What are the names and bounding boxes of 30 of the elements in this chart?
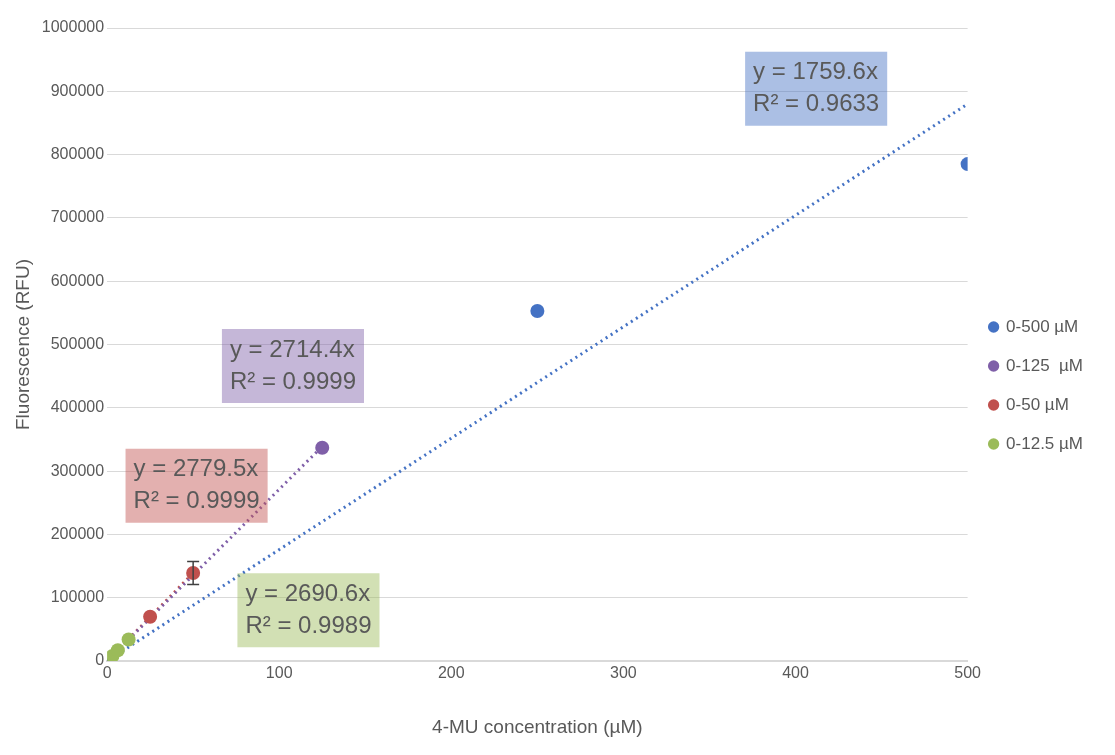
annotation: y = 1759.6x R² = 0.9633 xyxy=(753,57,880,117)
x-tick-label: 100 xyxy=(265,664,293,682)
y-axis-title: Fluorescence (RFU) xyxy=(11,258,33,431)
y-tick-label: 900000 xyxy=(50,81,105,99)
y-tick-label: 500000 xyxy=(50,334,105,352)
y-tick-label: 100000 xyxy=(50,588,105,606)
y-tick-label: 0 xyxy=(95,651,105,669)
legend-label: 0-500 µM xyxy=(1006,316,1079,336)
x-tick-label: 500 xyxy=(954,664,982,682)
point xyxy=(121,632,136,647)
y-tick-label: 300000 xyxy=(50,461,105,479)
y-tick-label: 400000 xyxy=(50,398,105,416)
x-tick-label: 400 xyxy=(782,664,809,682)
legend-label: 0-50 µM xyxy=(1006,394,1069,414)
y-tick-label: 200000 xyxy=(50,524,105,542)
annotation: y = 2779.5x R² = 0.9999 xyxy=(133,454,260,514)
annotation: y = 2690.6x R² = 0.9989 xyxy=(245,578,372,638)
annotation: y = 2714.4x R² = 0.9999 xyxy=(229,334,357,394)
y-tick-label: 600000 xyxy=(50,271,105,289)
x-tick-label: 200 xyxy=(437,664,465,682)
legend-label: 0-12.5 µM xyxy=(1006,433,1084,453)
y-tick-label: 800000 xyxy=(50,145,105,163)
point xyxy=(143,609,158,624)
legend-label: 0-125 µM xyxy=(1006,355,1084,375)
x-axis-title: 4-MU concentration (µM) xyxy=(432,715,643,737)
x-tick-label: 300 xyxy=(610,664,637,682)
point xyxy=(110,643,125,658)
point xyxy=(315,440,330,455)
y-tick-label: 700000 xyxy=(50,208,105,226)
y-tick-label: 1000000 xyxy=(41,18,105,36)
